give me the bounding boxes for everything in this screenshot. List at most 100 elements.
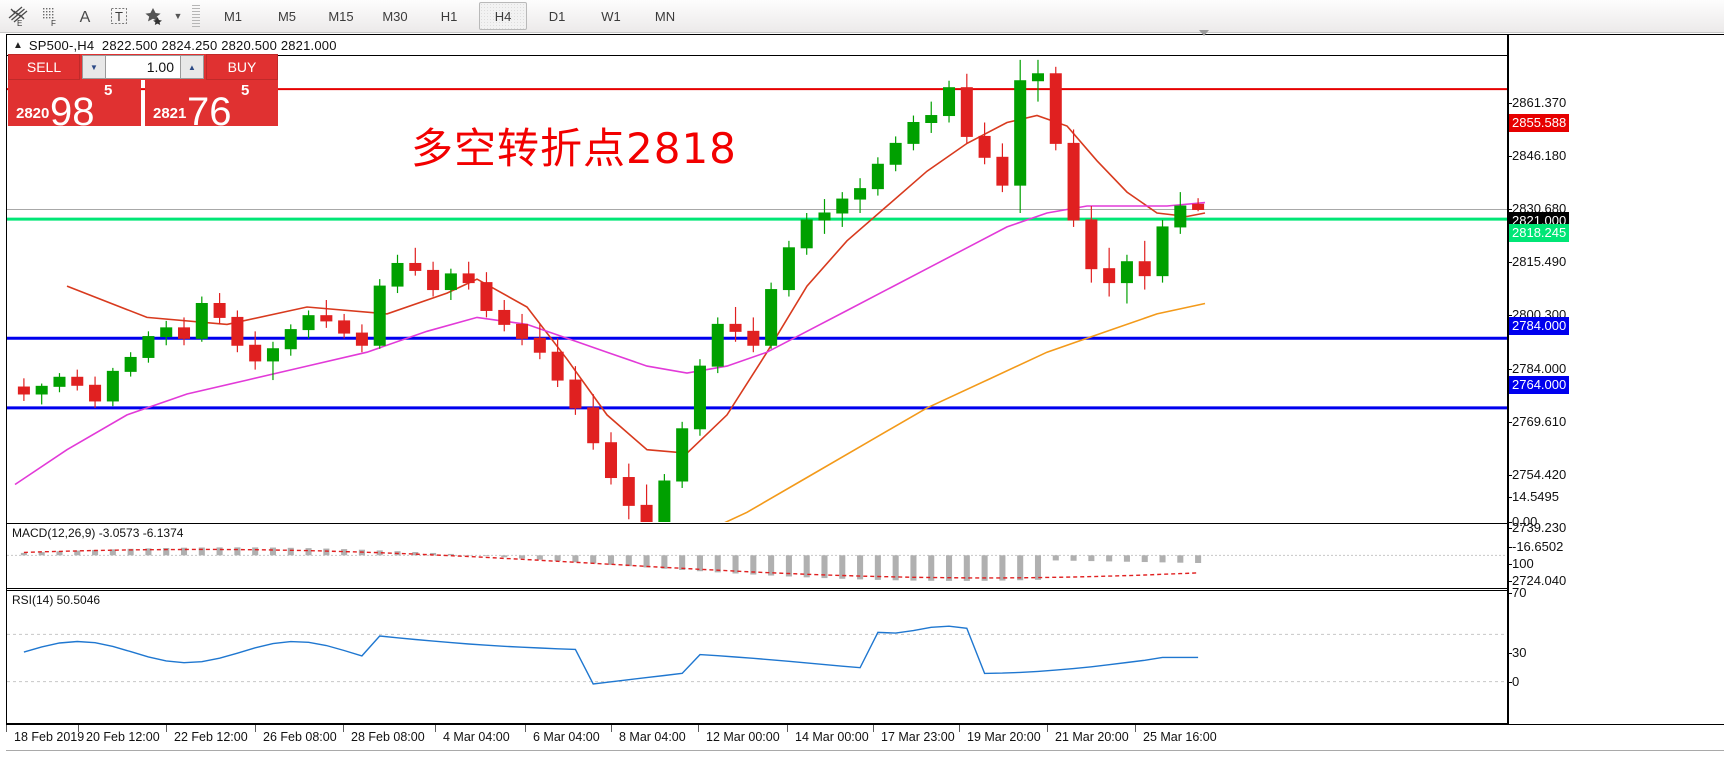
time-scale[interactable]: 18 Feb 2019 20 Feb 12:00 22 Feb 12:00 26 Fe… — [6, 724, 1724, 751]
sell-price-fraction: 5 — [104, 82, 113, 99]
sell-button[interactable]: SELL — [8, 54, 80, 80]
chart-frame[interactable]: ▲ SP500-,H4 2822.500 2824.250 2820.500 2… — [6, 34, 1508, 724]
time-tick — [873, 725, 874, 732]
main-toolbar: E F A — [0, 0, 1724, 33]
time-label: 22 Feb 12:00 — [174, 730, 248, 744]
time-tick — [1135, 725, 1136, 732]
time-label: 4 Mar 04:00 — [443, 730, 510, 744]
macd-tick: -16.6502 — [1507, 539, 1564, 554]
time-tick — [6, 725, 7, 732]
svg-text:T: T — [115, 9, 123, 24]
buy-button[interactable]: BUY — [206, 54, 278, 80]
rsi-label: RSI(14) 50.5046 — [12, 593, 101, 607]
price-level-tag: 2784.000 — [1509, 317, 1570, 335]
price-tick: 2846.180 — [1507, 148, 1567, 163]
trade-controls-row: SELL ▼ 1.00 ▲ BUY — [8, 54, 278, 80]
scale-divider — [1508, 35, 1509, 724]
time-tick — [698, 725, 699, 732]
rsi-tick: 30 — [1507, 645, 1527, 660]
time-tick — [166, 725, 167, 732]
time-label: 14 Mar 00:00 — [795, 730, 869, 744]
macd-tick: 0.00 — [1507, 514, 1538, 529]
timeframe-d1[interactable]: D1 — [548, 8, 566, 24]
volume-decrease-icon[interactable]: ▼ — [82, 55, 106, 79]
buy-price-integer: 2821 — [153, 105, 187, 122]
buy-price-main: 76 — [187, 90, 232, 134]
time-label: 20 Feb 12:00 — [86, 730, 160, 744]
text-label-t-icon[interactable]: T — [102, 1, 136, 31]
time-label: 25 Mar 16:00 — [1143, 730, 1217, 744]
crosshair-e-icon[interactable]: E — [0, 1, 34, 31]
timeframe-h1[interactable]: H1 — [440, 8, 458, 24]
buy-price-display[interactable]: 2821 76 5 — [145, 80, 278, 132]
time-label: 28 Feb 08:00 — [351, 730, 425, 744]
objects-icon[interactable] — [136, 1, 170, 31]
time-label: 12 Mar 00:00 — [706, 730, 780, 744]
timeframe-m5[interactable]: M5 — [277, 8, 297, 24]
time-label: 8 Mar 04:00 — [619, 730, 686, 744]
sell-price-main: 98 — [50, 90, 95, 134]
svg-text:A: A — [80, 9, 91, 26]
timeframe-m30[interactable]: M30 — [382, 8, 408, 24]
timeframe-m15[interactable]: M15 — [328, 8, 354, 24]
price-level-tag: 2855.588 — [1509, 114, 1570, 132]
price-scale[interactable]: 2861.370 2846.180 2830.680 2815.490 2800.300… — [1507, 34, 1724, 724]
collapse-arrow-icon[interactable]: ▲ — [13, 39, 23, 51]
chart-annotation-text[interactable]: 多空转折点2818 — [411, 124, 737, 173]
time-label: 6 Mar 04:00 — [533, 730, 600, 744]
quotes-row: 2820 98 5 2821 76 5 — [8, 80, 278, 132]
macd-tick: 14.5495 — [1508, 489, 1559, 504]
macd-chart — [7, 547, 1507, 581]
macd-pane[interactable]: MACD(12,26,9) -3.0573 -6.1374 — [7, 523, 1507, 589]
symbol-info-bar: ▲ SP500-,H4 2822.500 2824.250 2820.500 2… — [7, 35, 1507, 56]
price-tick: 2769.610 — [1507, 414, 1567, 429]
macd-label: MACD(12,26,9) -3.0573 -6.1374 — [12, 526, 184, 540]
volume-stepper[interactable]: ▼ 1.00 ▲ — [80, 54, 206, 80]
price-tick: 2784.000 — [1507, 361, 1567, 376]
rsi-tick: 100 — [1508, 556, 1534, 571]
time-tick — [787, 725, 788, 732]
rsi-chart — [7, 625, 1507, 685]
time-tick — [343, 725, 344, 732]
price-tick: 2861.370 — [1507, 95, 1567, 110]
time-tick — [1047, 725, 1048, 732]
time-tick — [611, 725, 612, 732]
price-tick: 2754.420 — [1507, 467, 1567, 482]
grid-f-icon[interactable]: F — [34, 1, 68, 31]
svg-text:E: E — [17, 19, 22, 27]
timeframe-mn[interactable]: MN — [654, 8, 676, 24]
text-a-icon[interactable]: A — [68, 1, 102, 31]
price-tick: 2815.490 — [1507, 254, 1567, 269]
price-level-tag: 2818.245 — [1509, 224, 1570, 242]
volume-increase-icon[interactable]: ▲ — [180, 55, 204, 79]
rsi-pane[interactable]: RSI(14) 50.5046 — [7, 590, 1507, 724]
timeframe-group: M1 M5 M15 M30 H1 H4 D1 W1 MN — [206, 2, 692, 30]
one-click-trading-panel[interactable]: SELL ▼ 1.00 ▲ BUY 2820 98 5 2821 76 5 — [8, 54, 278, 132]
time-label: 17 Mar 23:00 — [881, 730, 955, 744]
timeframe-h4[interactable]: H4 — [479, 2, 527, 30]
time-tick — [959, 725, 960, 732]
objects-dropdown-caret-icon[interactable]: ▼ — [173, 11, 183, 21]
rsi-tick: 0 — [1507, 674, 1520, 689]
symbol-ohlc-text: SP500-,H4 2822.500 2824.250 2820.500 282… — [28, 37, 337, 53]
toolbar-separator — [192, 5, 200, 27]
volume-input[interactable]: 1.00 — [106, 55, 180, 79]
time-tick — [255, 725, 256, 732]
price-tick: 2724.040 — [1507, 573, 1567, 588]
timeframe-m1[interactable]: M1 — [223, 8, 243, 24]
candlestick-chart — [7, 59, 1507, 522]
time-label: 21 Mar 20:00 — [1055, 730, 1129, 744]
rsi-tick: 70 — [1507, 585, 1527, 600]
price-pane[interactable] — [7, 56, 1507, 522]
time-label: 19 Mar 20:00 — [967, 730, 1041, 744]
time-tick — [525, 725, 526, 732]
time-tick — [435, 725, 436, 732]
scroll-caret-icon[interactable] — [1199, 30, 1209, 36]
sell-price-display[interactable]: 2820 98 5 — [8, 80, 141, 132]
timeframe-w1[interactable]: W1 — [601, 8, 621, 24]
price-tick: 2739.230 — [1507, 520, 1567, 535]
price-level-tag: 2764.000 — [1509, 376, 1570, 394]
sell-price-integer: 2820 — [16, 105, 50, 122]
time-tick — [78, 725, 79, 732]
